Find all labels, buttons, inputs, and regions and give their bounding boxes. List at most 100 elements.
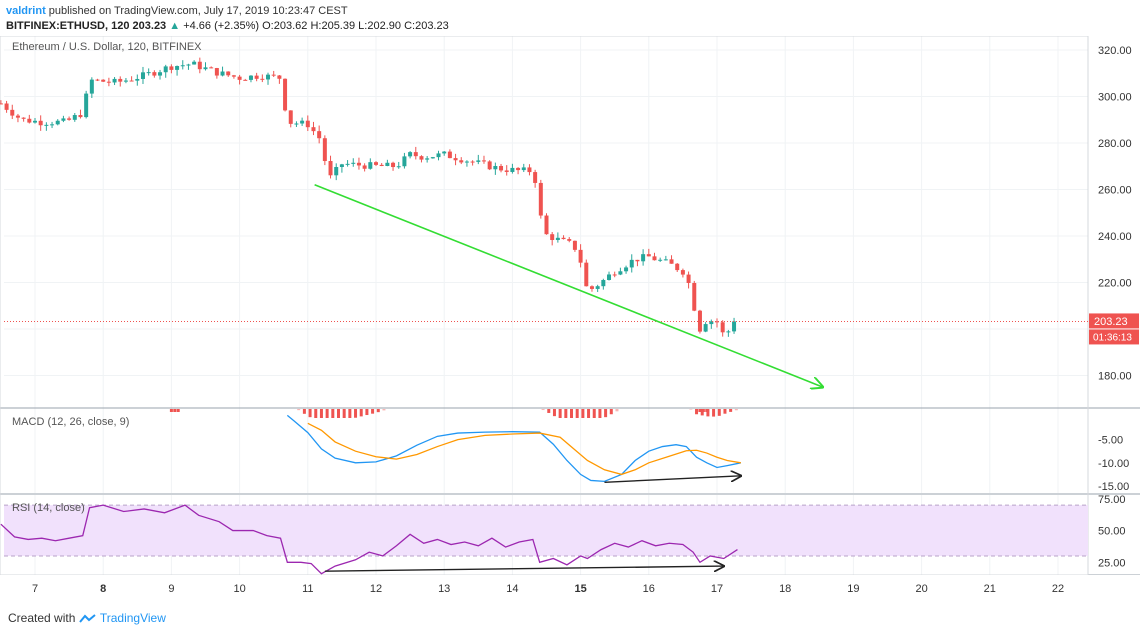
candle-body <box>510 167 515 172</box>
macd-line <box>286 414 742 483</box>
low-value: 202.90 <box>367 20 402 32</box>
candle-body <box>220 71 225 76</box>
time-axis-label: 14 <box>506 583 518 595</box>
candle-body <box>78 115 83 118</box>
candle-body <box>413 152 418 157</box>
candle-body <box>408 152 413 157</box>
candle-body <box>294 123 299 125</box>
candle-body <box>101 79 106 82</box>
candle-body <box>555 237 560 241</box>
macd-histogram-bar <box>308 409 312 418</box>
candle-body <box>38 120 43 126</box>
candle-body <box>243 79 248 81</box>
author-link[interactable]: valdrint <box>6 5 46 17</box>
macd-histogram-bar <box>176 409 180 412</box>
candle-body <box>368 162 373 169</box>
candle-body <box>362 165 367 169</box>
price-axis-label: 300.00 <box>1098 91 1132 103</box>
macd-histogram-bar <box>689 409 693 410</box>
candle-body <box>686 274 691 283</box>
price-axis-label: 240.00 <box>1098 231 1132 243</box>
macd-histogram-bar <box>712 409 716 417</box>
close-label: C: <box>404 20 416 32</box>
time-axis-label: 16 <box>643 583 655 595</box>
candle-body <box>351 162 356 164</box>
candle-body <box>658 259 663 261</box>
macd-histogram-bar <box>701 409 705 412</box>
candle-body <box>715 321 719 323</box>
candle-body <box>720 322 725 333</box>
candle-body <box>436 153 441 158</box>
low-label: L: <box>358 20 368 32</box>
macd-histogram-bar <box>541 409 545 411</box>
macd-histogram-bar <box>371 409 375 414</box>
candle-body <box>544 215 549 235</box>
macd-histogram-bar <box>552 409 556 417</box>
time-axis-label: 21 <box>984 583 996 595</box>
candle-body <box>391 162 396 168</box>
macd-histogram-bar <box>734 409 738 411</box>
candle-body <box>624 267 629 272</box>
candle-body <box>612 274 617 276</box>
candle-body <box>504 170 509 172</box>
candle-body <box>419 156 424 160</box>
price-axis-label: 220.00 <box>1098 277 1132 289</box>
candle-body <box>601 279 606 287</box>
candle-body <box>277 75 282 79</box>
macd-histogram-bar <box>729 409 733 412</box>
candle-body <box>635 259 640 262</box>
macd-histogram-bar <box>314 409 318 418</box>
candle-body <box>578 249 583 263</box>
publish-info: published on TradingView.com, July 17, 2… <box>48 5 348 17</box>
candle-body <box>618 271 623 275</box>
created-with-label: Created with <box>8 611 76 625</box>
macd-histogram-bar <box>297 409 301 411</box>
macd-histogram-bar <box>547 409 551 413</box>
candle-body <box>521 167 526 171</box>
macd-divergence-arrow <box>604 476 740 484</box>
candle-body <box>675 263 680 271</box>
macd-histogram-bar <box>336 409 340 418</box>
candle-body <box>692 282 697 311</box>
candle-body <box>61 118 66 121</box>
candle-body <box>4 103 9 110</box>
candle-body <box>300 120 305 124</box>
candle-body <box>0 103 3 105</box>
candle-body <box>214 68 219 76</box>
macd-histogram-bar <box>342 409 346 418</box>
candle-body <box>561 237 566 240</box>
macd-histogram-bar <box>575 409 579 418</box>
candle-body <box>499 165 504 171</box>
candle-body <box>328 161 333 176</box>
candle-body <box>260 78 265 80</box>
candle-body <box>15 115 20 118</box>
macd-histogram-bar <box>570 409 574 418</box>
macd-histogram-bar <box>723 409 727 414</box>
macd-histogram-bar <box>592 409 596 418</box>
countdown-label: 01:36:13 <box>1093 332 1132 343</box>
footer: Created with TradingView <box>8 611 166 625</box>
tradingview-brand[interactable]: TradingView <box>99 611 166 625</box>
change-up-icon: ▲ <box>169 20 181 32</box>
chart-area[interactable]: 203.23 01:36:13 320.00 300.00 280.00 260.00 24… <box>0 36 1140 608</box>
candle-body <box>629 259 634 268</box>
candle-body <box>169 66 174 70</box>
candle-body <box>385 162 390 166</box>
candle-body <box>163 66 168 73</box>
time-axis-label: 20 <box>915 583 927 595</box>
candle-body <box>248 75 253 80</box>
price-axis-label: 280.00 <box>1098 138 1132 150</box>
candle-body <box>726 331 731 333</box>
candle-body <box>567 239 572 241</box>
candle-body <box>589 286 594 289</box>
time-axis-label: 19 <box>847 583 859 595</box>
macd-histogram-bar <box>169 409 173 412</box>
candle-body <box>254 75 259 79</box>
macd-histogram-bar <box>587 409 591 418</box>
macd-histogram-bar <box>331 409 335 418</box>
signal-line <box>307 422 741 476</box>
change-value: +4.66 (+2.35%) <box>183 20 260 32</box>
candle-body <box>288 110 293 124</box>
time-axis-label: 11 <box>302 583 313 595</box>
candle-body <box>95 79 100 81</box>
